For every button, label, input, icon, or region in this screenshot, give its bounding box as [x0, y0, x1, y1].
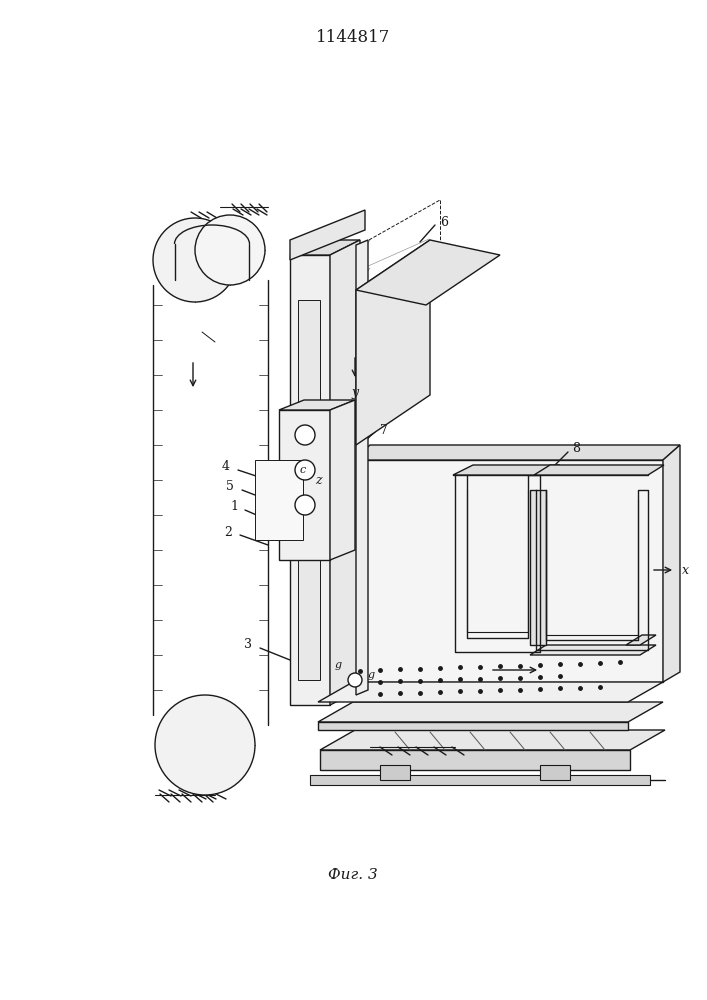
Polygon shape [356, 240, 430, 445]
Polygon shape [310, 775, 650, 785]
Polygon shape [279, 410, 330, 560]
Text: 5: 5 [226, 481, 234, 493]
Polygon shape [318, 702, 663, 722]
Polygon shape [330, 240, 360, 705]
Circle shape [155, 695, 255, 795]
Polygon shape [540, 765, 570, 780]
Polygon shape [626, 635, 656, 645]
Polygon shape [318, 682, 663, 702]
Polygon shape [279, 400, 355, 410]
Text: Фиг. 3: Фиг. 3 [328, 868, 378, 882]
Circle shape [295, 460, 315, 480]
Circle shape [348, 673, 362, 687]
Circle shape [153, 218, 237, 302]
Text: 7: 7 [380, 424, 388, 436]
Polygon shape [356, 240, 500, 305]
Text: x: x [682, 564, 689, 576]
Polygon shape [320, 750, 630, 770]
Text: 1: 1 [230, 500, 238, 514]
Polygon shape [663, 445, 680, 682]
Polygon shape [534, 465, 664, 475]
Polygon shape [290, 240, 360, 255]
Circle shape [195, 215, 265, 285]
Polygon shape [290, 255, 330, 705]
Text: 3: 3 [244, 639, 252, 652]
Polygon shape [320, 730, 665, 750]
Text: 4: 4 [222, 460, 230, 474]
Text: 6: 6 [440, 216, 448, 229]
Text: 2: 2 [224, 526, 232, 538]
Circle shape [295, 495, 315, 515]
Polygon shape [530, 490, 546, 645]
Polygon shape [353, 445, 680, 460]
Polygon shape [330, 400, 355, 560]
Polygon shape [380, 765, 410, 780]
Bar [298, 300, 320, 680]
Text: z: z [315, 474, 322, 487]
Circle shape [295, 425, 315, 445]
Polygon shape [453, 465, 560, 475]
Polygon shape [356, 240, 368, 695]
Polygon shape [290, 210, 365, 260]
Bar [255, 460, 303, 540]
Polygon shape [353, 460, 663, 682]
Text: 8: 8 [572, 442, 580, 454]
Text: 1144817: 1144817 [316, 28, 390, 45]
Text: g: g [335, 660, 342, 670]
Polygon shape [318, 722, 628, 730]
Text: c: c [300, 465, 306, 475]
Text: y: y [351, 386, 358, 399]
Polygon shape [530, 645, 656, 655]
Text: g: g [368, 670, 375, 680]
